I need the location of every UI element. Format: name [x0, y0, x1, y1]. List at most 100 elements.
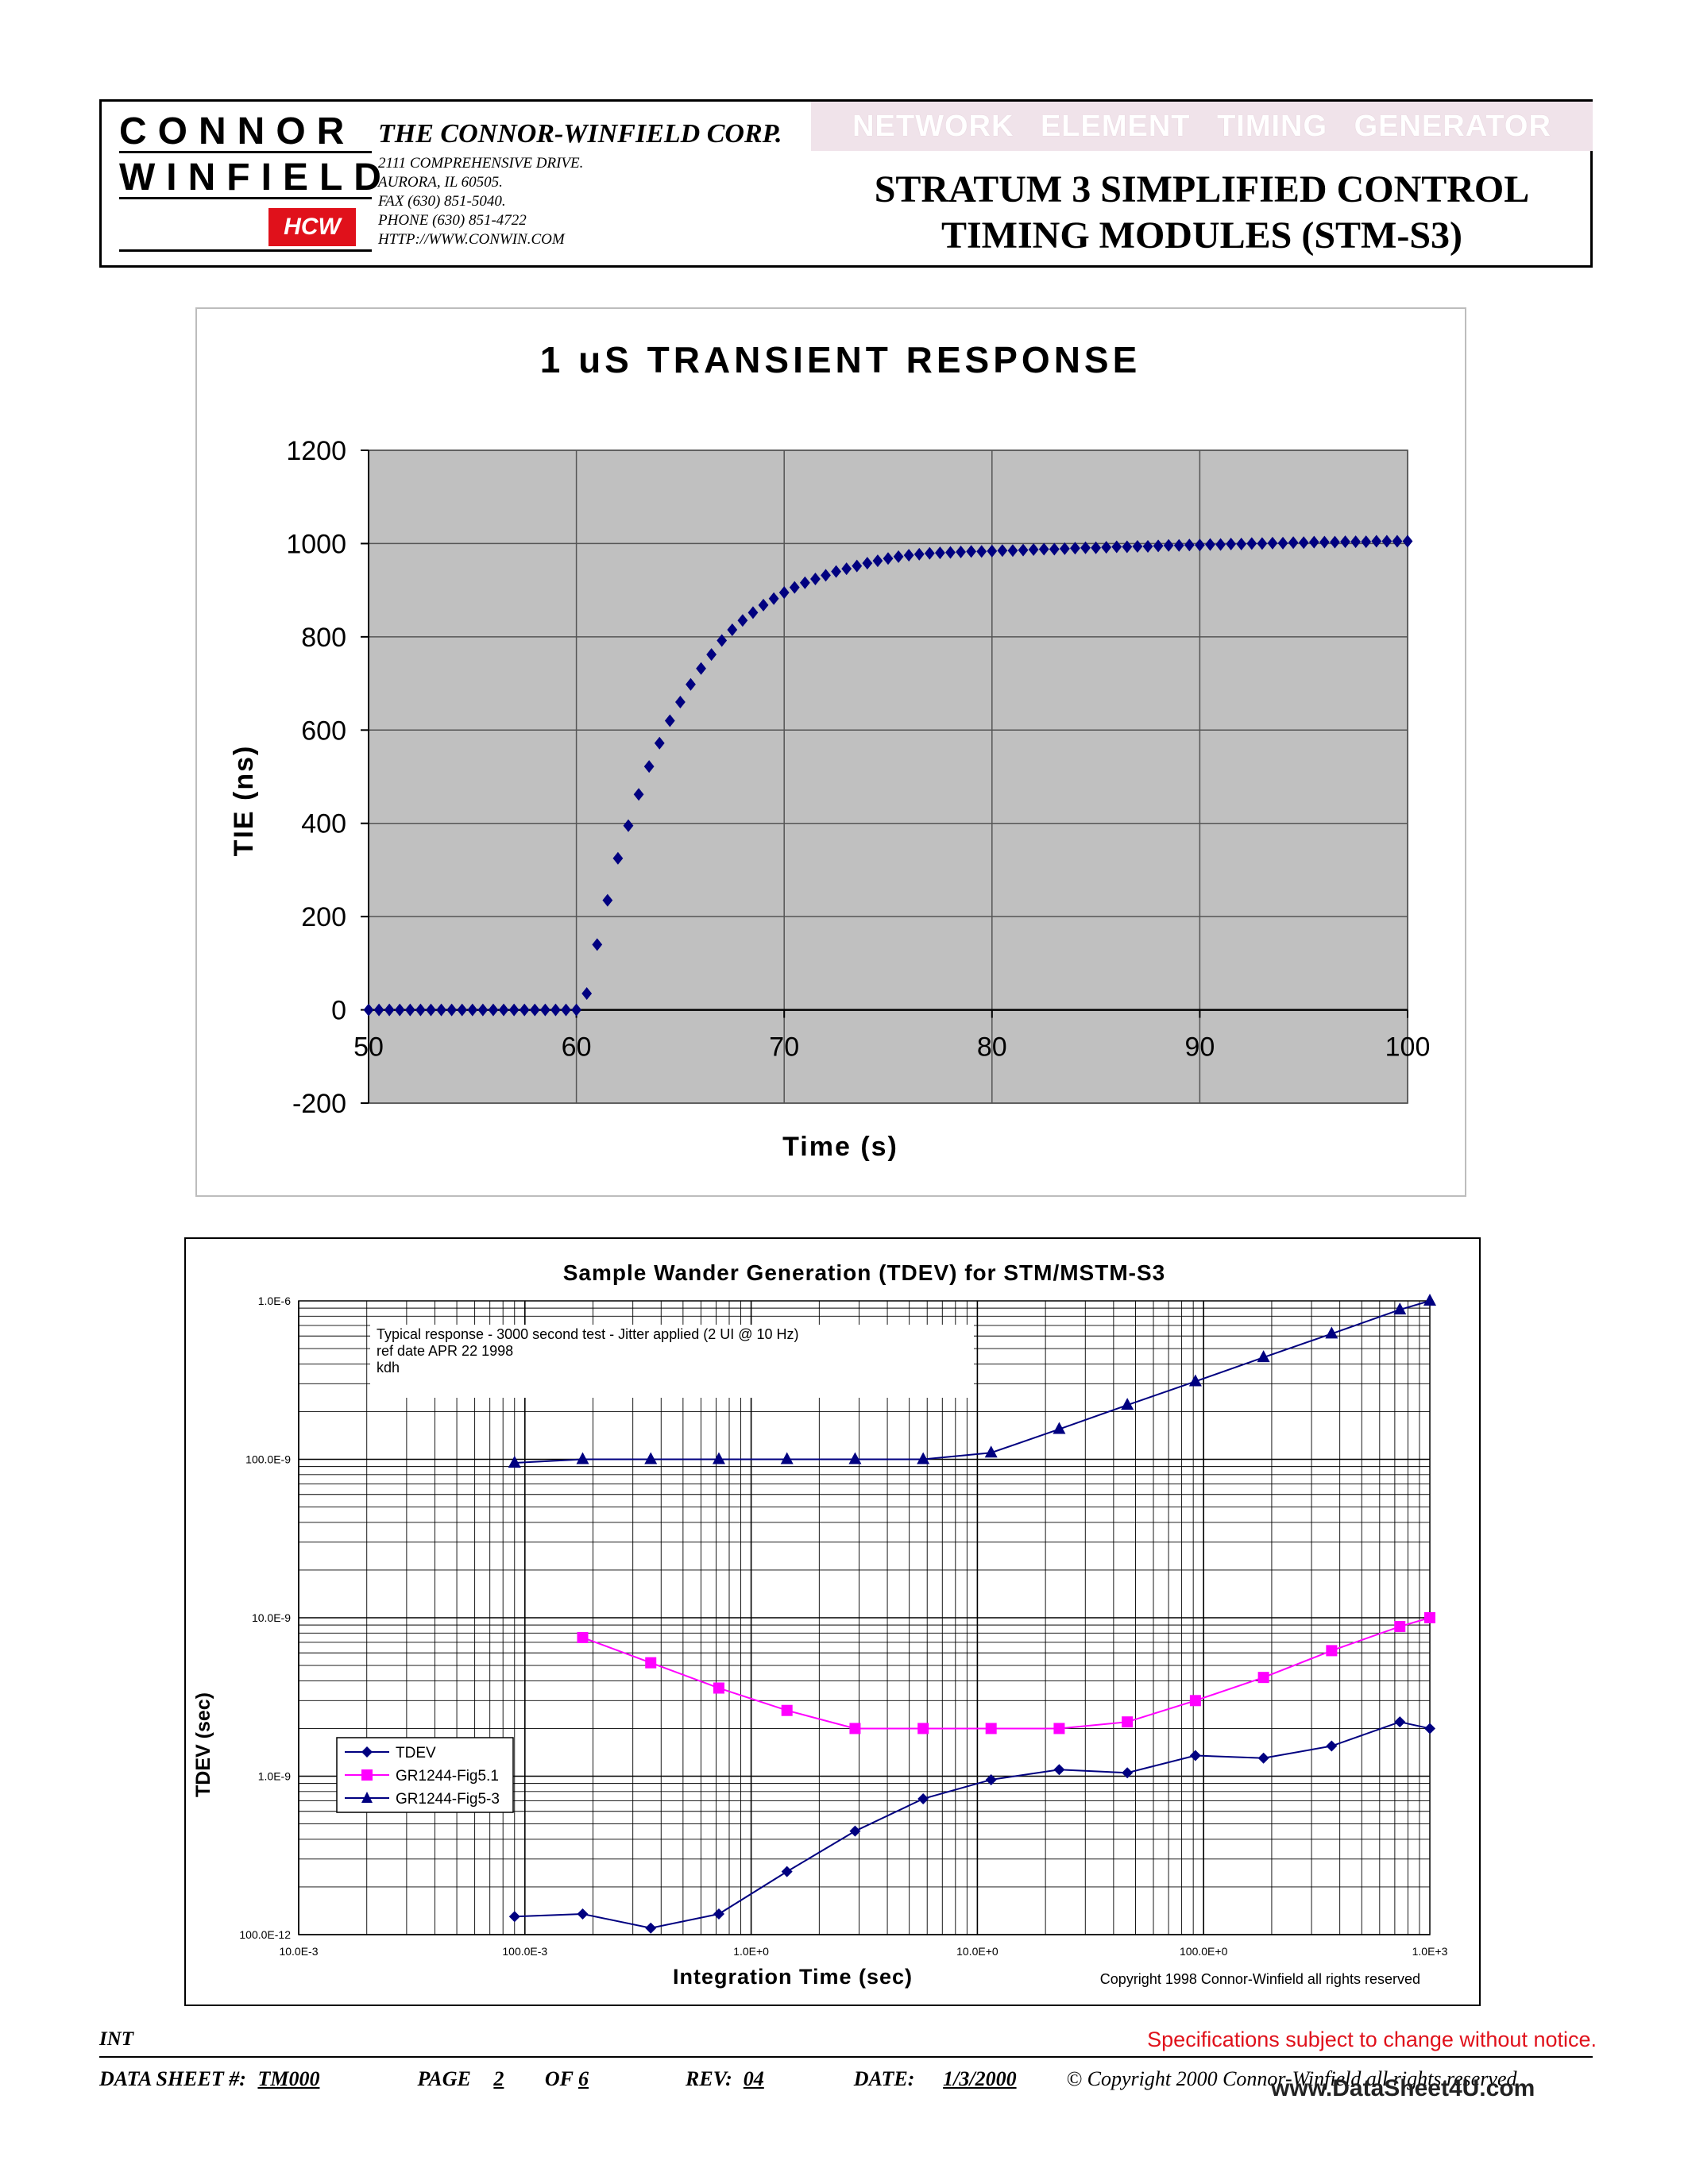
data-point: [1053, 1422, 1066, 1434]
data-point: [1394, 1716, 1406, 1728]
data-point: [1361, 535, 1372, 549]
data-point: [1028, 543, 1039, 557]
data-point: [561, 1003, 571, 1017]
x-tick-label: 80: [977, 1032, 1007, 1063]
data-point: [1049, 542, 1060, 556]
data-point: [577, 1631, 589, 1643]
address-line: 2111 COMPREHENSIVE DRIVE.: [378, 155, 584, 172]
data-point: [696, 662, 706, 675]
data-point: [1340, 535, 1350, 549]
data-point: [1319, 535, 1330, 549]
data-point: [984, 1445, 998, 1458]
data-point: [713, 1682, 724, 1694]
data-point: [914, 547, 925, 561]
data-point: [1308, 535, 1319, 549]
data-point: [1381, 534, 1393, 548]
footer-rule: [99, 2056, 1593, 2058]
data-point: [654, 736, 665, 750]
footer-copyright: © Copyright 2000 Connor-Winfield all rig…: [1066, 2067, 1517, 2090]
page-title: STRATUM 3 SIMPLIFIED CONTROL TIMING MODU…: [811, 167, 1593, 259]
data-point: [446, 1003, 458, 1017]
y-tick-label: 1.0E-6: [258, 1295, 291, 1307]
data-point: [781, 1866, 793, 1877]
data-point: [717, 634, 728, 647]
address-line: FAX (630) 851-5040.: [378, 193, 506, 210]
data-point: [883, 552, 894, 565]
site-watermark: www.DataSheet4U.com: [1271, 2075, 1535, 2101]
data-point: [1122, 1716, 1134, 1728]
data-point: [592, 938, 603, 951]
data-point: [810, 573, 821, 586]
chart-title: Sample Wander Generation (TDEV) for STM/…: [563, 1260, 1165, 1285]
data-point: [1257, 1752, 1269, 1764]
spec-note: Specifications subject to change without…: [1147, 2028, 1597, 2051]
data-point: [1188, 1374, 1202, 1387]
data-point: [1402, 534, 1413, 548]
data-point: [1132, 539, 1143, 553]
data-point: [519, 1003, 530, 1017]
data-point: [664, 714, 675, 727]
data-point: [508, 1003, 520, 1017]
x-tick-label: 100.0E+0: [1180, 1945, 1228, 1958]
address-line: HTTP://WWW.CONWIN.COM: [378, 231, 565, 248]
footer-info: DATA SHEET #: TM000 PAGE 2 OF 6 REV: 04 DA…: [99, 2067, 1517, 2091]
data-point: [987, 544, 998, 558]
x-tick-label: 70: [769, 1032, 799, 1063]
data-point: [849, 1825, 861, 1837]
data-point: [727, 623, 738, 637]
x-tick-label: 10.0E-3: [279, 1945, 318, 1958]
x-tick-label: 1.0E+0: [733, 1945, 769, 1958]
data-point: [747, 606, 759, 619]
data-point: [848, 1452, 862, 1464]
data-point: [1070, 542, 1080, 555]
data-point: [1091, 541, 1101, 554]
data-point: [1080, 541, 1091, 554]
data-point: [1173, 538, 1184, 552]
data-point: [917, 1792, 929, 1804]
data-point: [1189, 1750, 1201, 1761]
data-point: [1267, 536, 1278, 550]
tdev-svg: 10.0E-3 100.0E-3 1.0E+0 10.0E+0 100.0E+0 1.0E…: [192, 1260, 1448, 1989]
y-axis-title: TDEV (sec): [192, 1692, 214, 1797]
date-value: 1/3/2000: [943, 2067, 1017, 2090]
data-point: [426, 1003, 436, 1017]
data-point: [1018, 543, 1029, 557]
data-point: [768, 592, 779, 605]
data-point: [1226, 538, 1237, 551]
data-point: [781, 1704, 793, 1716]
data-point: [852, 559, 863, 573]
data-point: [1298, 536, 1309, 550]
data-point: [917, 1452, 930, 1464]
y-tick-label: 800: [301, 623, 346, 653]
data-point: [1205, 538, 1215, 551]
data-point: [945, 546, 956, 559]
y-tick-label: 600: [301, 716, 346, 746]
data-point: [821, 569, 831, 582]
y-tick-label: 10.0E-9: [252, 1611, 291, 1624]
data-point: [581, 987, 593, 1001]
logo-winfield: WINFIELD: [119, 156, 392, 199]
data-point: [498, 1003, 509, 1017]
transient-response-chart: 50 60 70 80 90 100 -200 0 200 400 600 800 1000 1200 1 …: [195, 307, 1466, 1197]
data-point: [1257, 1672, 1269, 1684]
data-point: [508, 1455, 521, 1468]
annotation-text: Typical response - 3000 second test - Ji…: [377, 1326, 799, 1342]
data-point: [675, 696, 686, 709]
data-point: [571, 1003, 581, 1017]
chart-title: 1 uS TRANSIENT RESPONSE: [540, 339, 1141, 380]
y-tick-label: 100.0E-12: [239, 1928, 291, 1941]
data-point: [1053, 1723, 1065, 1734]
y-tick-label: 100.0E-9: [245, 1453, 291, 1466]
data-point: [1142, 539, 1153, 553]
data-sheet-number: TM000: [257, 2067, 320, 2090]
title-line: TIMING MODULES (STM-S3): [941, 214, 1463, 257]
corp-name: THE CONNOR-WINFIELD CORP.: [378, 119, 782, 149]
x-tick-label: 1.0E+3: [1412, 1945, 1448, 1958]
data-point: [373, 1003, 384, 1017]
data-point: [644, 1452, 658, 1464]
data-point: [1392, 534, 1403, 548]
data-point: [1184, 538, 1195, 552]
data-point: [1038, 542, 1049, 556]
data-point: [1424, 1612, 1435, 1623]
legend-marker: [361, 1769, 373, 1781]
